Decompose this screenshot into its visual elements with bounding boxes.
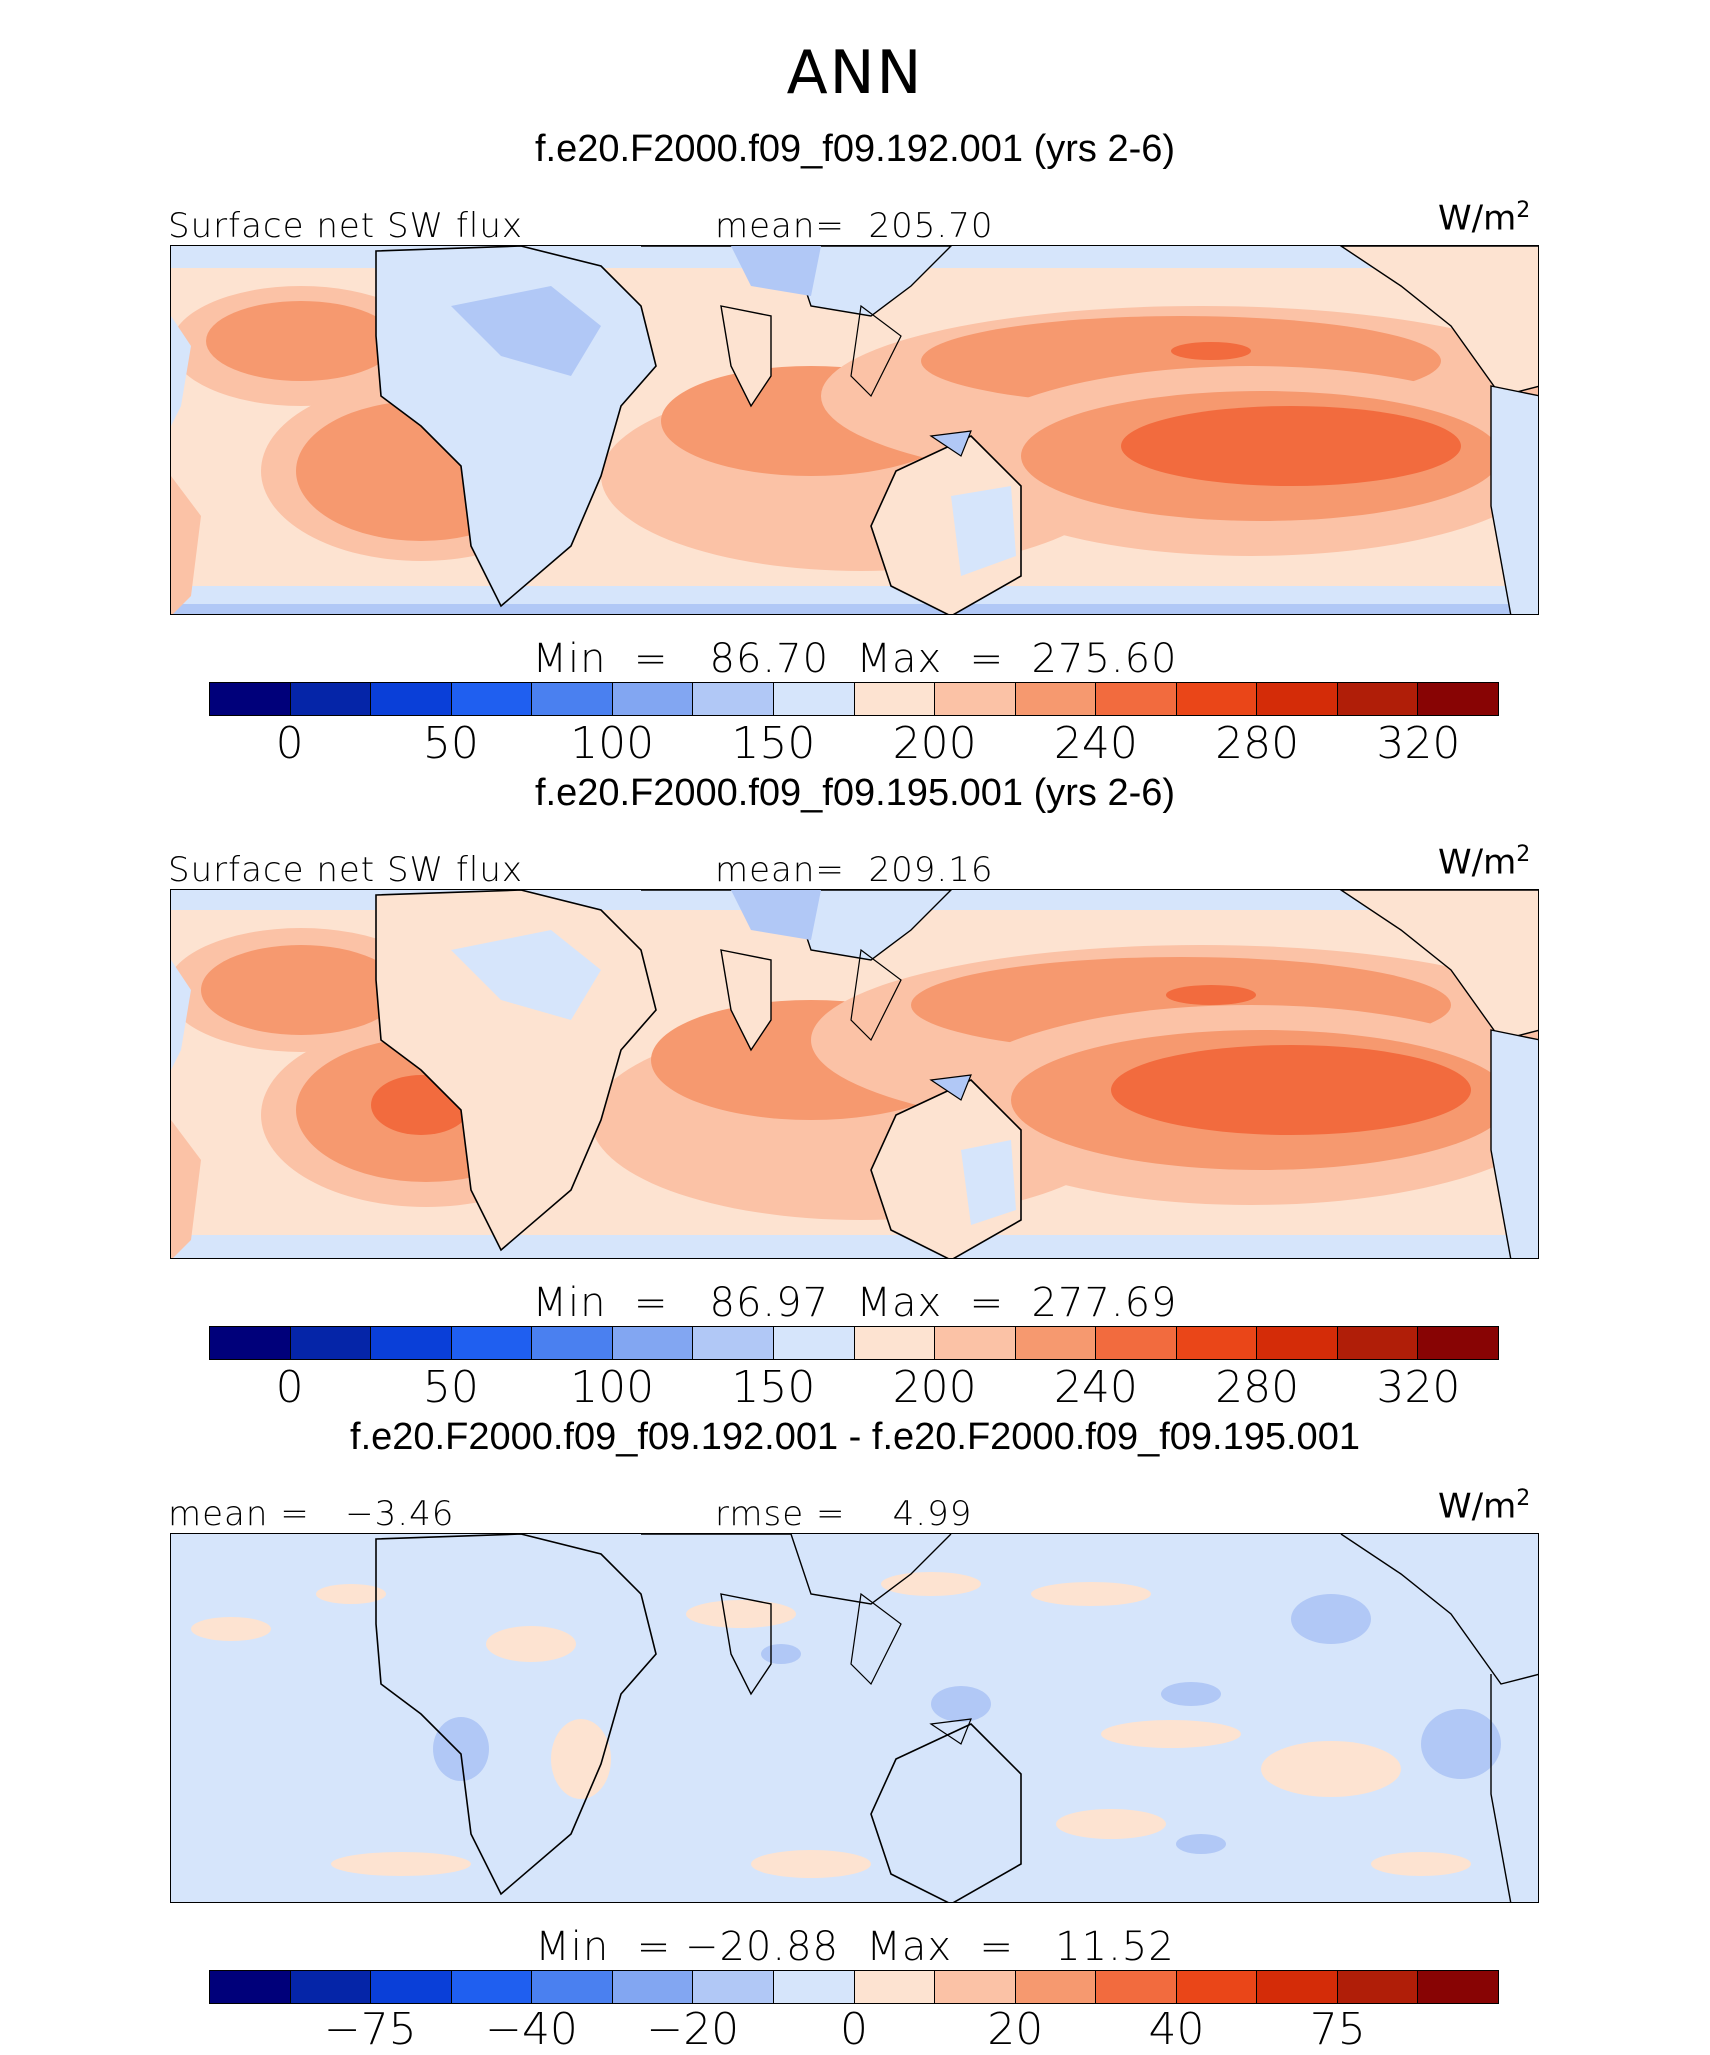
colorbar-swatch <box>854 1327 936 1359</box>
colorbar-swatch <box>532 683 613 715</box>
colorbar-swatch <box>290 683 372 715</box>
colorbar-swatch <box>1337 1971 1419 2003</box>
colorbar-tick-label: 20 <box>987 2004 1044 2055</box>
panel-3-mean-label: mean = −3.46 <box>168 1494 455 1534</box>
panel-2-min-max: Min = 86.97 Max = 277.69 <box>532 1280 1178 1326</box>
panel-1-map <box>170 245 1539 615</box>
colorbar-swatch <box>371 1971 452 2003</box>
colorbar-swatch <box>1096 683 1177 715</box>
panel-2-mean-label: mean= 209.16 <box>715 850 994 890</box>
colorbar-tick-label: 280 <box>1215 1362 1300 1413</box>
panel-3-contour-field <box>171 1534 1538 1902</box>
colorbar-tick-label: 150 <box>731 1362 816 1413</box>
colorbar-swatch <box>1176 1327 1258 1359</box>
colorbar-tick-label: 0 <box>275 1362 304 1413</box>
colorbar-swatch <box>612 1971 694 2003</box>
panel-1-title: f.e20.F2000.f09_f09.192.001 (yrs 2-6) <box>534 128 1176 170</box>
colorbar-tick-label: 40 <box>1148 2004 1205 2055</box>
colorbar-swatch <box>1015 1971 1097 2003</box>
colorbar-swatch <box>1015 1327 1097 1359</box>
panel-1-contour-field <box>171 246 1538 614</box>
panel-2-map <box>170 889 1539 1259</box>
colorbar-swatch <box>371 1327 452 1359</box>
colorbar-swatch <box>854 1971 936 2003</box>
panel-2-units: W/m2 <box>1438 842 1531 883</box>
panel-2-contour-field <box>171 890 1538 1258</box>
colorbar-swatch <box>612 683 694 715</box>
colorbar-swatch <box>935 683 1016 715</box>
colorbar-swatch <box>1257 1971 1338 2003</box>
panel-1-colorbar-ticks: 0 50 100 150 200 240 280 320 <box>209 718 1499 769</box>
colorbar-swatch <box>210 1971 291 2003</box>
colorbar-tick-label: 320 <box>1376 1362 1461 1413</box>
colorbar-tick-label: 320 <box>1376 718 1461 769</box>
panel-1-units: W/m2 <box>1438 198 1531 239</box>
colorbar-swatch <box>451 1327 533 1359</box>
panel-2-colorbar-ticks: 0 50 100 150 200 240 280 320 <box>209 1362 1499 1413</box>
panel-3-colorbar <box>209 1970 1499 2004</box>
colorbar-tick-label: 50 <box>422 1362 479 1413</box>
colorbar-swatch <box>451 1971 533 2003</box>
panel-1-colorbar <box>209 682 1499 716</box>
colorbar-swatch <box>1337 1327 1419 1359</box>
colorbar-tick-label: 280 <box>1215 718 1300 769</box>
colorbar-swatch <box>1418 683 1498 715</box>
colorbar-swatch <box>290 1971 372 2003</box>
colorbar-tick-label: −40 <box>485 2004 578 2055</box>
colorbar-swatch <box>210 683 291 715</box>
panel-2-title: f.e20.F2000.f09_f09.195.001 (yrs 2-6) <box>534 772 1176 814</box>
colorbar-swatch <box>1015 683 1097 715</box>
panel-1-min-max: Min = 86.70 Max = 275.60 <box>532 636 1178 682</box>
panel-3-colorbar-ticks: −75 −40 −20 0 20 40 75 <box>209 2004 1499 2055</box>
colorbar-swatch <box>210 1327 291 1359</box>
panel-3-title: f.e20.F2000.f09_f09.192.001 - f.e20.F200… <box>350 1416 1360 1458</box>
colorbar-swatch <box>693 683 774 715</box>
colorbar-tick-label: 100 <box>570 1362 655 1413</box>
colorbar-swatch <box>371 683 452 715</box>
colorbar-tick-label: 150 <box>731 718 816 769</box>
colorbar-swatch <box>773 1971 855 2003</box>
panel-3-rmse-label: rmse = 4.99 <box>715 1494 973 1534</box>
colorbar-swatch <box>532 1327 613 1359</box>
panel-2-variable-label: Surface net SW flux <box>168 850 524 890</box>
colorbar-swatch <box>693 1327 774 1359</box>
colorbar-tick-label: 200 <box>892 718 977 769</box>
colorbar-swatch <box>935 1971 1016 2003</box>
colorbar-swatch <box>935 1327 1016 1359</box>
colorbar-swatch <box>612 1327 694 1359</box>
colorbar-swatch <box>1096 1971 1177 2003</box>
figure-title: ANN <box>786 38 924 108</box>
panel-3-map <box>170 1533 1539 1903</box>
colorbar-tick-label: 0 <box>275 718 304 769</box>
colorbar-tick-label: 240 <box>1053 718 1138 769</box>
panel-3-min-max: Min = −20.88 Max = 11.52 <box>535 1924 1175 1970</box>
colorbar-tick-label: −75 <box>323 2004 417 2055</box>
colorbar-tick-label: 200 <box>892 1362 977 1413</box>
colorbar-swatch <box>1257 1327 1338 1359</box>
panel-1-variable-label: Surface net SW flux <box>168 206 524 246</box>
panel-3-units: W/m2 <box>1438 1486 1531 1527</box>
colorbar-swatch <box>773 1327 855 1359</box>
colorbar-tick-label: 0 <box>840 2004 868 2055</box>
colorbar-swatch <box>290 1327 372 1359</box>
colorbar-swatch <box>1096 1327 1177 1359</box>
colorbar-swatch <box>1337 683 1419 715</box>
colorbar-tick-label: 240 <box>1053 1362 1138 1413</box>
colorbar-swatch <box>1176 1971 1258 2003</box>
colorbar-swatch <box>773 683 855 715</box>
colorbar-tick-label: 50 <box>422 718 479 769</box>
colorbar-swatch <box>1418 1327 1498 1359</box>
colorbar-swatch <box>532 1971 613 2003</box>
colorbar-tick-label: 100 <box>570 718 655 769</box>
colorbar-tick-label: −20 <box>646 2004 740 2055</box>
colorbar-swatch <box>1418 1971 1498 2003</box>
colorbar-swatch <box>693 1971 774 2003</box>
colorbar-tick-label: 75 <box>1309 2004 1366 2055</box>
panel-1-mean-label: mean= 205.70 <box>715 206 994 246</box>
colorbar-swatch <box>854 683 936 715</box>
colorbar-swatch <box>451 683 533 715</box>
colorbar-swatch <box>1257 683 1338 715</box>
panel-2-colorbar <box>209 1326 1499 1360</box>
colorbar-swatch <box>1176 683 1258 715</box>
